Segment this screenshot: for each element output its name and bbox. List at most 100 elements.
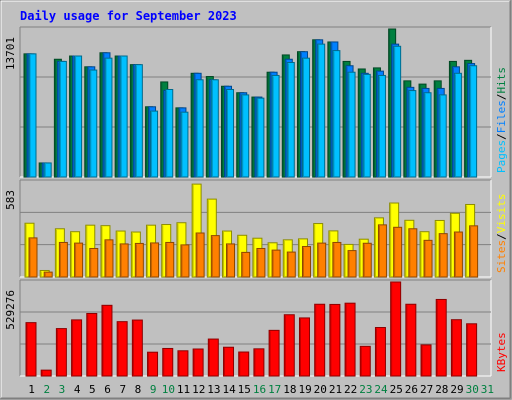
legend-entry-pages: Pages [495, 140, 508, 173]
x-tick-label-day-25: 25 [390, 383, 403, 396]
x-tick-label-day-11: 11 [177, 383, 190, 396]
x-tick-label-day-22: 22 [344, 383, 357, 396]
bar-kbytes-day-29 [450, 319, 462, 377]
x-tick-label-day-5: 5 [89, 383, 96, 396]
legend: Pages/Files/Hits [495, 67, 508, 173]
bar-pages-day-23 [362, 73, 371, 178]
x-tick-label-day-24: 24 [374, 383, 388, 396]
bar-pages-day-7 [119, 55, 128, 178]
bar-sites-day-11 [180, 244, 190, 278]
x-tick-label-day-20: 20 [314, 383, 327, 396]
bar-kbytes-day-5 [86, 312, 98, 377]
bar-pages-day-6 [104, 57, 113, 178]
x-tick-label-day-8: 8 [135, 383, 142, 396]
legend-entry-visits: Visits [495, 194, 508, 234]
bar-pages-day-2 [43, 162, 52, 178]
bar-sites-day-19 [301, 246, 311, 278]
x-tick-label-day-9: 9 [150, 383, 157, 396]
x-tick-label-day-16: 16 [253, 383, 266, 396]
bar-pages-day-3 [58, 60, 67, 178]
legend-separator: / [495, 94, 508, 101]
legend-entry-kbytes: KBytes [495, 332, 508, 372]
bar-sites-day-24 [377, 224, 387, 278]
bar-sites-day-6 [104, 239, 114, 278]
bar-kbytes-day-18 [283, 314, 295, 377]
bar-sites-day-29 [453, 231, 463, 278]
bar-sites-day-17 [271, 249, 281, 278]
bar-pages-day-1 [28, 53, 37, 178]
x-tick-label-day-1: 1 [28, 383, 35, 396]
x-tick-label-day-14: 14 [222, 383, 236, 396]
x-tick-label-day-4: 4 [74, 383, 81, 396]
bar-pages-day-22 [347, 71, 356, 178]
x-tick-label-day-2: 2 [43, 383, 50, 396]
bar-pages-day-9 [150, 110, 159, 178]
bar-sites-day-18 [286, 251, 296, 278]
bar-pages-day-19 [301, 57, 310, 178]
x-tick-label-day-13: 13 [207, 383, 220, 396]
bar-kbytes-day-6 [101, 304, 113, 377]
bar-sites-day-7 [119, 243, 129, 278]
bar-kbytes-day-2 [40, 369, 52, 377]
bar-kbytes-day-10 [162, 347, 174, 377]
bar-sites-day-12 [195, 232, 205, 278]
bar-sites-day-14 [226, 243, 236, 278]
bar-pages-day-10 [165, 89, 174, 178]
bar-kbytes-day-25 [390, 281, 402, 377]
bar-pages-day-4 [74, 55, 83, 178]
bar-pages-day-26 [408, 90, 417, 178]
bar-sites-day-27 [423, 239, 433, 278]
x-tick-label-day-28: 28 [435, 383, 448, 396]
bar-kbytes-day-30 [466, 323, 478, 377]
bar-kbytes-day-16 [253, 348, 265, 377]
chart-title: Daily usage for September 2023 [20, 9, 237, 23]
x-tick-label-day-19: 19 [298, 383, 311, 396]
bar-kbytes-day-1 [25, 322, 37, 377]
legend-separator: / [495, 133, 508, 140]
legend-separator: / [495, 233, 508, 240]
bar-kbytes-day-12 [192, 348, 204, 377]
bar-pages-day-8 [134, 64, 143, 178]
bar-kbytes-day-7 [116, 321, 128, 377]
bar-pages-day-20 [317, 43, 326, 178]
bar-pages-day-14 [226, 89, 235, 178]
bar-pages-day-12 [195, 79, 204, 178]
bar-sites-day-22 [347, 250, 357, 278]
x-tick-label-day-17: 17 [268, 383, 281, 396]
bar-sites-day-25 [393, 226, 403, 278]
bar-kbytes-day-19 [298, 317, 310, 377]
bar-kbytes-day-27 [420, 344, 432, 377]
x-tick-label-day-10: 10 [162, 383, 175, 396]
bar-kbytes-day-4 [71, 319, 83, 377]
bar-sites-day-5 [89, 247, 99, 278]
bar-kbytes-day-9 [147, 351, 159, 377]
panel-kbytes: 529276 KBytes [4, 279, 508, 377]
x-tick-label-day-7: 7 [119, 383, 126, 396]
bar-pages-day-18 [286, 61, 295, 178]
bar-sites-day-16 [256, 247, 266, 278]
bar-kbytes-day-21 [329, 303, 341, 377]
bar-pages-day-13 [210, 79, 219, 178]
bar-kbytes-day-17 [268, 329, 280, 377]
bar-sites-day-1 [28, 237, 38, 278]
legend-entry-sites: Sites [495, 240, 508, 273]
bar-kbytes-day-22 [344, 302, 356, 377]
bar-kbytes-day-28 [435, 298, 447, 377]
bar-pages-day-15 [241, 94, 250, 178]
y-max-label: 583 [4, 190, 17, 210]
bar-sites-day-30 [469, 225, 479, 278]
bar-pages-day-28 [438, 94, 447, 178]
bar-sites-day-15 [241, 251, 251, 278]
bar-kbytes-day-23 [359, 345, 371, 377]
legend: KBytes [495, 332, 508, 372]
bar-kbytes-day-3 [55, 328, 67, 377]
bar-kbytes-day-26 [405, 303, 417, 377]
x-tick-label-day-18: 18 [283, 383, 296, 396]
bar-kbytes-day-11 [177, 350, 189, 377]
bar-pages-day-29 [453, 72, 462, 178]
x-tick-label-day-21: 21 [329, 383, 342, 396]
bar-kbytes-day-13 [207, 338, 219, 377]
x-tick-label-day-23: 23 [359, 383, 372, 396]
bar-kbytes-day-8 [131, 319, 143, 377]
